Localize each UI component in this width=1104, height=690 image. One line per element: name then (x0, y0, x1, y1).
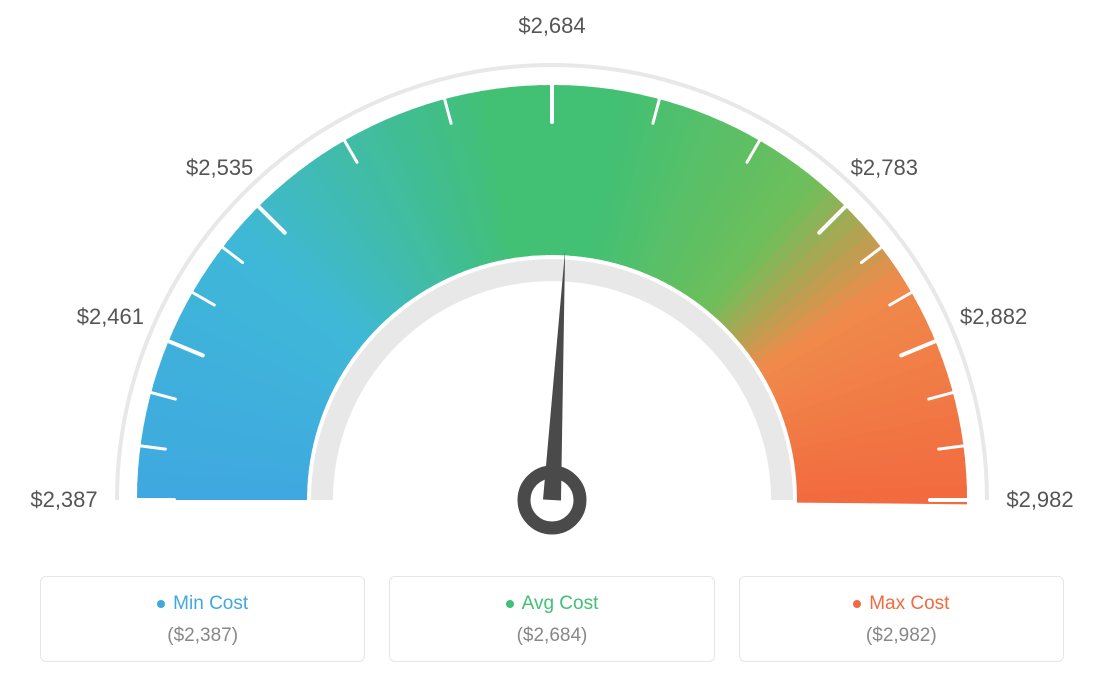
legend-dot-min (157, 600, 165, 608)
legend-row: Min Cost ($2,387) Avg Cost ($2,684) Max … (40, 576, 1064, 662)
gauge-tick-label: $2,684 (518, 13, 585, 39)
legend-dot-avg (506, 600, 514, 608)
gauge-tick-label: $2,783 (851, 155, 918, 181)
legend-card-min: Min Cost ($2,387) (40, 576, 365, 662)
legend-value-max: ($2,982) (752, 625, 1051, 647)
cost-gauge-chart: $2,387 $2,461 $2,535 $2,684 $2,783 $2,882 $2,9… (0, 0, 1104, 690)
legend-card-max: Max Cost ($2,982) (739, 576, 1064, 662)
legend-dot-max (853, 600, 861, 608)
legend-title-min: Min Cost (157, 593, 248, 615)
gauge-svg (0, 0, 1104, 560)
legend-title-avg: Avg Cost (506, 593, 599, 615)
gauge-tick-label: $2,387 (30, 487, 97, 513)
legend-label-avg: Avg Cost (522, 593, 599, 615)
legend-title-max: Max Cost (853, 593, 949, 615)
legend-label-min: Min Cost (173, 593, 248, 615)
gauge-tick-label: $2,461 (77, 304, 144, 330)
legend-value-avg: ($2,684) (402, 625, 701, 647)
gauge-tick-label: $2,535 (186, 155, 253, 181)
gauge-area: $2,387 $2,461 $2,535 $2,684 $2,783 $2,882 $2,9… (0, 0, 1104, 560)
legend-label-max: Max Cost (869, 593, 949, 615)
gauge-tick-label: $2,982 (1006, 487, 1073, 513)
legend-value-min: ($2,387) (53, 625, 352, 647)
legend-card-avg: Avg Cost ($2,684) (389, 576, 714, 662)
gauge-tick-label: $2,882 (960, 304, 1027, 330)
